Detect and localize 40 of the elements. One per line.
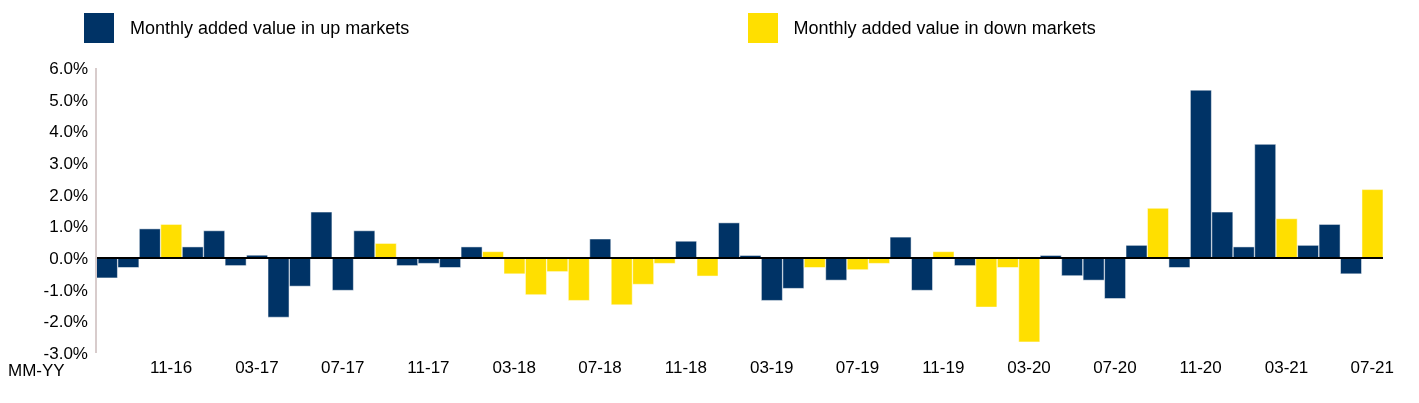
x-tick-label: 11-18	[664, 358, 707, 378]
bar	[696, 257, 719, 277]
y-tick-label: 0.0%	[49, 249, 88, 269]
x-tick-label: 03-19	[749, 358, 794, 378]
x-tick-label: 11-16	[149, 358, 193, 378]
legend-label: Monthly added value in down markets	[793, 17, 1096, 39]
bar	[932, 251, 955, 259]
x-tick-label: 11-20	[1179, 358, 1222, 378]
x-tick-label: 11-17	[407, 358, 450, 378]
y-tick-label: 3.0%	[49, 154, 88, 174]
x-tick-label: 07-21	[1350, 358, 1395, 378]
x-tick-label: 03-20	[1007, 358, 1051, 378]
y-tick-label: 1.0%	[49, 217, 88, 237]
bar	[1168, 257, 1191, 268]
bar	[589, 238, 612, 259]
bar	[332, 257, 354, 291]
x-tick-label: 03-18	[492, 358, 537, 378]
bar	[1361, 189, 1384, 259]
x-tick-label: 07-19	[835, 358, 880, 378]
x-tick-label: 07-20	[1093, 358, 1137, 378]
y-tick-label: 2.0%	[49, 185, 88, 205]
x-axis-title: MM-YY	[8, 361, 65, 381]
y-tick-label: 6.0%	[49, 59, 88, 79]
y-tick-label: 4.0%	[49, 122, 88, 142]
x-tick-label: 11-19	[922, 358, 965, 378]
bar	[911, 257, 933, 291]
y-tick-label: -3.0%	[43, 344, 88, 364]
x-tick-label: 03-17	[235, 358, 279, 378]
y-tick-label: -1.0%	[43, 280, 88, 300]
y-tick-label: 5.0%	[49, 90, 88, 110]
bar	[675, 240, 697, 259]
bar	[1340, 257, 1362, 275]
x-tick-label: 07-18	[578, 358, 622, 378]
x-tick-label: 07-17	[320, 358, 365, 378]
bar	[310, 211, 333, 259]
legend-label: Monthly added value in up markets	[130, 17, 410, 39]
y-tick-label: -2.0%	[43, 312, 88, 332]
bar	[224, 257, 247, 266]
bar	[889, 236, 912, 259]
x-tick-label: 03-21	[1264, 358, 1309, 378]
